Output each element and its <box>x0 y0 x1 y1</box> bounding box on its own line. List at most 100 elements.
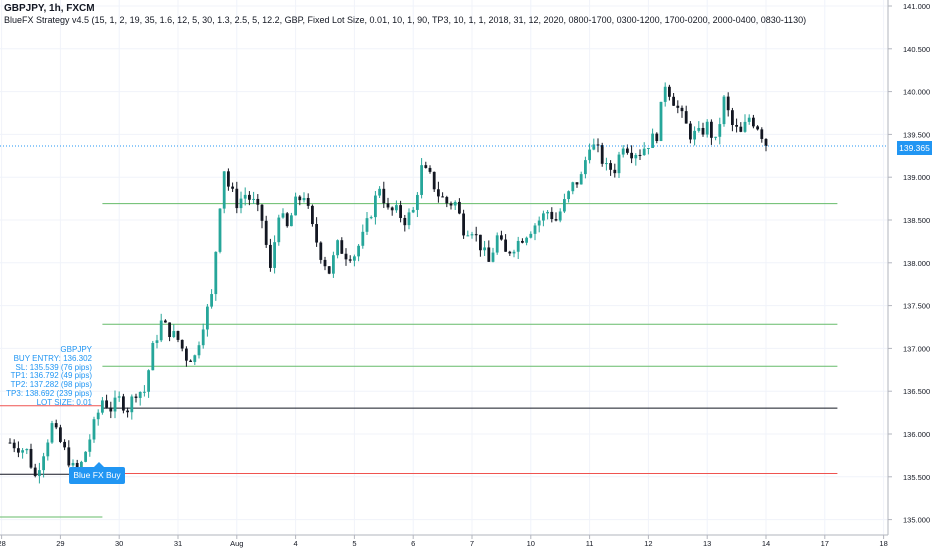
candle-body <box>684 111 688 124</box>
candle-body <box>424 165 428 168</box>
x-tick-label: 4 <box>294 539 298 548</box>
candle-body <box>655 133 659 141</box>
candle-body <box>155 340 159 343</box>
current-price-tag: 139.365 <box>897 141 932 155</box>
x-tick-label: 28 <box>0 539 6 548</box>
candle-body <box>756 126 759 130</box>
candle-body <box>42 456 45 471</box>
candle-body <box>382 188 386 204</box>
candle-body <box>38 470 41 476</box>
candle-body <box>227 171 230 187</box>
candle-body <box>231 186 234 189</box>
candle-body <box>256 198 260 205</box>
candle-body <box>710 121 713 138</box>
candle-body <box>390 207 394 211</box>
y-tick-label: 139.000 <box>903 173 930 182</box>
candle-body <box>731 110 734 125</box>
candle-body <box>277 217 281 243</box>
candle-body <box>285 213 289 227</box>
candle-body <box>491 252 495 262</box>
candle-body <box>626 148 629 153</box>
candle-body <box>453 201 457 206</box>
candle-body <box>722 96 726 125</box>
buy-signal-label[interactable]: Blue FX Buy <box>69 462 125 484</box>
candle-body <box>315 224 318 243</box>
y-tick-label: 141.000 <box>903 2 930 11</box>
candle-body <box>584 160 587 175</box>
candle-body <box>407 212 411 226</box>
candle-body <box>386 203 390 208</box>
candle-body <box>340 240 344 254</box>
candle-body <box>550 211 554 220</box>
y-tick-label: 139.500 <box>903 130 930 139</box>
candle-body <box>718 124 722 137</box>
y-tick-label: 138.000 <box>903 259 930 268</box>
candle-body <box>336 240 339 256</box>
trade-info-sl: SL: 135.539 (76 pips) <box>15 362 93 372</box>
candle-body <box>567 191 570 200</box>
candle-body <box>143 391 146 393</box>
candle-body <box>735 124 738 127</box>
candle-body <box>680 107 684 112</box>
candle-body <box>600 145 604 164</box>
candle-body <box>630 152 633 159</box>
y-tick-label: 135.000 <box>903 516 930 525</box>
candle-body <box>201 329 205 346</box>
candle-body <box>588 149 591 161</box>
candle-body <box>29 448 33 468</box>
candle-body <box>579 174 583 185</box>
candle-body <box>739 126 743 132</box>
candle-body <box>533 225 537 234</box>
candle-body <box>647 147 650 149</box>
candle-body <box>554 219 558 221</box>
candle-body <box>122 396 125 411</box>
candle-body <box>558 211 562 221</box>
candle-body <box>752 117 755 127</box>
candle-body <box>348 259 352 261</box>
indicator-params: BlueFX Strategy v4.5 (15, 1, 2, 19, 35, … <box>4 15 807 25</box>
candle-body <box>668 86 671 97</box>
candle-body <box>563 199 566 212</box>
candle-body <box>621 148 625 155</box>
candle-body <box>264 220 268 245</box>
candle-body <box>474 234 478 236</box>
x-tick-label: 17 <box>821 539 829 548</box>
candle-body <box>164 320 167 323</box>
candle-body <box>462 213 465 236</box>
candle-body <box>33 467 37 476</box>
candle-body <box>252 198 255 200</box>
candle-body <box>369 217 373 219</box>
candle-body <box>378 188 381 196</box>
candle-body <box>676 105 680 108</box>
candle-body <box>416 194 419 210</box>
x-tick-label: 18 <box>879 539 887 548</box>
candle-body <box>319 242 323 260</box>
candle-body <box>747 117 751 122</box>
candle-body <box>88 439 92 452</box>
y-tick-label: 135.500 <box>903 473 930 482</box>
x-tick-label: 10 <box>527 539 535 548</box>
x-tick-label: 12 <box>644 539 652 548</box>
price-axis <box>888 0 932 550</box>
candle-body <box>365 218 369 232</box>
candle-body <box>357 245 360 257</box>
candle-body <box>294 196 297 216</box>
chart-title: GBPJPY, 1h, FXCM <box>4 3 95 14</box>
x-tick-label: 6 <box>411 539 415 548</box>
candle-body <box>113 397 117 412</box>
candle-body <box>634 154 638 159</box>
candle-body <box>176 331 180 340</box>
candle-body <box>25 448 29 451</box>
candle-body <box>159 320 163 341</box>
candle-body <box>306 197 310 206</box>
candle-body <box>537 220 541 226</box>
candle-body <box>130 396 134 413</box>
y-tick-label: 136.000 <box>903 430 930 439</box>
x-tick-label: 31 <box>174 539 182 548</box>
candle-body <box>168 322 171 338</box>
candle-body <box>651 133 654 148</box>
candle-body <box>269 244 272 268</box>
candle-body <box>596 144 600 146</box>
candle-body <box>332 255 335 274</box>
